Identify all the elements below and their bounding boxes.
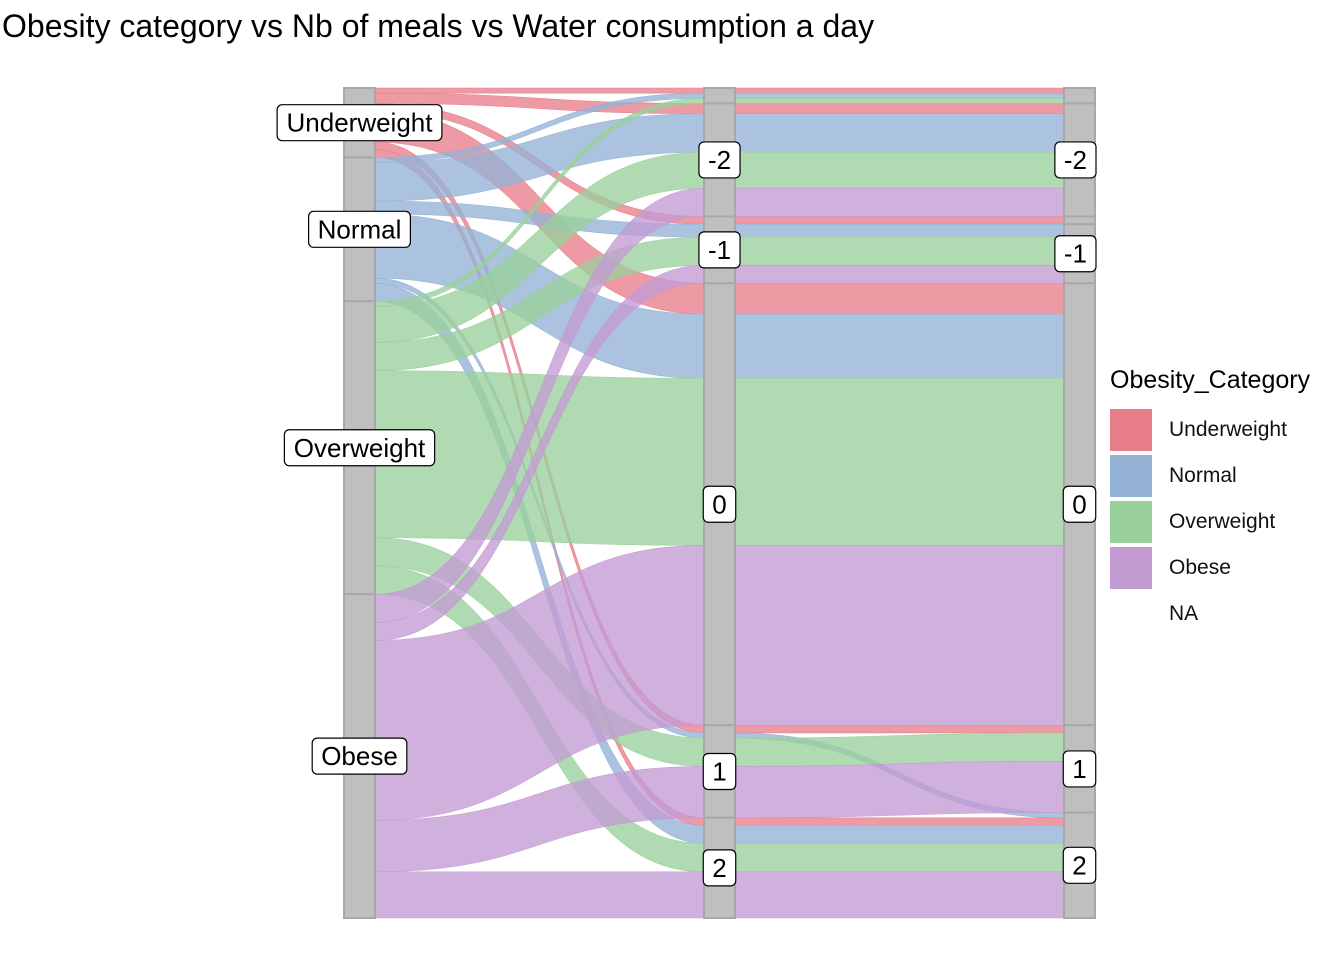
stratum-axis3-0 bbox=[1063, 87, 1096, 105]
flow-overweight-seg2-15 bbox=[734, 378, 1065, 546]
svg-text:Obese: Obese bbox=[321, 741, 398, 771]
flow-normal-seg2-11 bbox=[734, 825, 1065, 844]
legend-swatch bbox=[1110, 593, 1152, 635]
flow-obese-seg1-22 bbox=[374, 871, 705, 919]
flow-underweight-seg2-0 bbox=[734, 87, 1065, 94]
flow-normal-seg2-6 bbox=[734, 92, 1065, 99]
flow-obese-seg2-18 bbox=[734, 187, 1065, 217]
stratum-axis2-0 bbox=[703, 87, 736, 105]
flow-obese-seg2-20 bbox=[734, 545, 1065, 726]
stratum-labels-layer: Underweight Normal Overweight Obese -2 -1 0 1 2 -… bbox=[276, 104, 1097, 887]
flow-overweight-seg2-13 bbox=[734, 151, 1065, 189]
svg-text:1: 1 bbox=[1072, 754, 1086, 784]
legend-label: Overweight bbox=[1169, 510, 1276, 533]
svg-text:Overweight: Overweight bbox=[294, 433, 426, 463]
svg-text:Underweight: Underweight bbox=[287, 108, 434, 138]
chart-title: Obesity category vs Nb of meals vs Water… bbox=[2, 8, 875, 44]
legend-item-na: NA bbox=[1110, 591, 1310, 637]
svg-text:-1: -1 bbox=[1064, 239, 1087, 269]
stratum-axis3-2 bbox=[1063, 215, 1096, 226]
stratum-label-axis1-2: Overweight bbox=[283, 429, 436, 467]
svg-text:2: 2 bbox=[1072, 850, 1086, 880]
legend-swatch bbox=[1110, 455, 1152, 497]
stratum-label-axis3-4: 0 bbox=[1062, 485, 1097, 523]
stratum-label-axis3-3: -1 bbox=[1054, 235, 1097, 273]
flows-layer bbox=[374, 87, 1065, 919]
stratum-label-axis2-3: 0 bbox=[702, 485, 737, 523]
legend-label: Underweight bbox=[1169, 418, 1287, 441]
legend-label: Normal bbox=[1169, 464, 1237, 487]
flow-overweight-seg2-17 bbox=[734, 843, 1065, 873]
stratum-label-axis2-5: 2 bbox=[702, 849, 737, 887]
legend-item-overweight: Overweight bbox=[1110, 499, 1310, 545]
flow-normal-seg2-7 bbox=[734, 113, 1065, 153]
svg-text:2: 2 bbox=[712, 853, 726, 883]
stratum-label-axis1-0: Underweight bbox=[276, 104, 443, 142]
flow-normal-seg2-9 bbox=[734, 313, 1065, 379]
alluvial-plot: Underweight Normal Overweight Obese -2 -1 0 1 2 -… bbox=[276, 87, 1097, 920]
svg-text:Normal: Normal bbox=[318, 214, 402, 244]
stratum-label-axis2-1: -2 bbox=[698, 141, 741, 179]
flow-underweight-seg2-5 bbox=[734, 817, 1065, 826]
svg-text:-2: -2 bbox=[708, 145, 731, 175]
legend-item-normal: Normal bbox=[1110, 453, 1310, 499]
stratum-label-axis3-6: 2 bbox=[1062, 846, 1097, 884]
legend-label: Obese bbox=[1169, 556, 1231, 579]
flow-underweight-seg2-2 bbox=[734, 216, 1065, 225]
stratum-label-axis2-2: -1 bbox=[698, 231, 741, 269]
svg-text:0: 0 bbox=[712, 489, 726, 519]
legend-label: NA bbox=[1169, 602, 1199, 625]
flow-obese-seg2-19 bbox=[734, 265, 1065, 284]
flow-underweight-seg1-0 bbox=[374, 87, 705, 94]
stratum-label-axis1-1: Normal bbox=[308, 210, 411, 248]
svg-text:1: 1 bbox=[712, 757, 726, 787]
stratum-label-axis1-3: Obese bbox=[311, 737, 408, 775]
legend-item-underweight: Underweight bbox=[1110, 407, 1310, 453]
flow-obese-seg2-22 bbox=[734, 871, 1065, 919]
legend-swatch bbox=[1110, 409, 1152, 451]
legend: Obesity_Category Underweight Normal Overwe… bbox=[1110, 366, 1310, 637]
flow-normal-seg2-8 bbox=[734, 223, 1065, 238]
stratum-label-axis3-1: -2 bbox=[1054, 141, 1097, 179]
flow-obese-seg2-21 bbox=[734, 760, 1065, 819]
flow-underweight-seg2-3 bbox=[734, 282, 1065, 315]
stratum-label-axis3-5: 1 bbox=[1062, 750, 1097, 788]
svg-text:-1: -1 bbox=[708, 235, 731, 265]
svg-text:0: 0 bbox=[1072, 489, 1086, 519]
flow-overweight-seg2-12 bbox=[734, 97, 1065, 104]
legend-item-obese: Obese bbox=[1110, 545, 1310, 591]
stratum-label-axis2-4: 1 bbox=[702, 752, 737, 791]
flow-overweight-seg2-14 bbox=[734, 236, 1065, 266]
flow-underweight-seg2-4 bbox=[734, 724, 1065, 734]
legend-swatch bbox=[1110, 547, 1152, 589]
flow-underweight-seg2-1 bbox=[734, 103, 1065, 114]
svg-text:-2: -2 bbox=[1064, 145, 1087, 175]
legend-swatch bbox=[1110, 501, 1152, 543]
legend-title: Obesity_Category bbox=[1110, 366, 1311, 394]
